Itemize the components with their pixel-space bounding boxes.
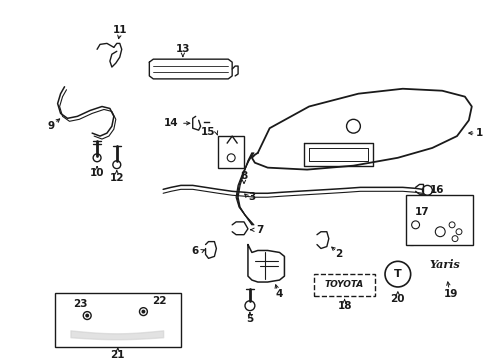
Text: 2: 2	[334, 249, 342, 260]
Text: TOYOTA: TOYOTA	[325, 280, 364, 289]
Text: 15: 15	[201, 127, 215, 137]
FancyBboxPatch shape	[218, 136, 244, 168]
Text: 10: 10	[90, 167, 104, 177]
Text: 18: 18	[337, 301, 351, 311]
Text: 19: 19	[443, 289, 457, 299]
Text: 16: 16	[429, 185, 444, 195]
Text: Yaris: Yaris	[429, 259, 460, 270]
Text: 3: 3	[247, 192, 255, 202]
Text: 20: 20	[390, 294, 404, 304]
Text: 7: 7	[255, 225, 263, 235]
Text: 9: 9	[47, 121, 54, 131]
Text: 22: 22	[152, 296, 166, 306]
Text: 13: 13	[175, 44, 190, 54]
Text: 21: 21	[110, 350, 125, 360]
Text: 5: 5	[246, 314, 253, 324]
FancyBboxPatch shape	[55, 293, 181, 347]
FancyBboxPatch shape	[405, 195, 472, 244]
Text: 14: 14	[164, 118, 179, 128]
Text: 17: 17	[414, 207, 429, 217]
Text: 23: 23	[73, 299, 87, 309]
Text: 6: 6	[191, 247, 198, 256]
FancyBboxPatch shape	[313, 274, 374, 296]
Circle shape	[141, 310, 145, 314]
Text: 11: 11	[112, 24, 127, 35]
Circle shape	[85, 314, 89, 318]
Text: 12: 12	[109, 172, 124, 183]
Text: 4: 4	[275, 289, 283, 299]
Text: 1: 1	[475, 128, 482, 138]
Text: T: T	[393, 269, 401, 279]
Text: 8: 8	[240, 171, 247, 180]
